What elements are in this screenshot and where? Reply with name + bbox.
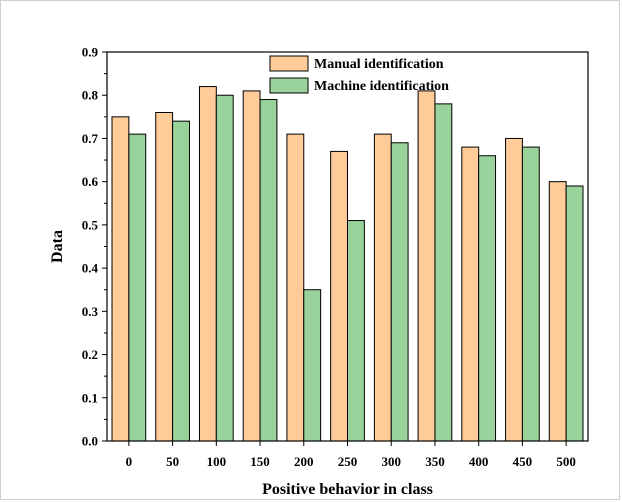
bar-manual <box>505 137 523 442</box>
y-axis: 0.0 0.1 0.2 0.3 0.4 0.5 0.6 0.7 0.8 0.9 <box>82 45 107 449</box>
x-tick-label: 0 <box>126 454 133 469</box>
y-tick-label: 0.7 <box>82 131 99 146</box>
y-tick-label: 0.0 <box>82 434 98 449</box>
bar-manual <box>111 116 130 442</box>
y-tick-label: 0.1 <box>82 390 98 405</box>
legend-label-manual: Manual identification <box>314 57 444 72</box>
x-tick-label: 400 <box>469 454 489 469</box>
bar-machine <box>259 99 278 442</box>
bar-machine <box>390 142 409 442</box>
bar-machine <box>521 146 540 442</box>
y-tick-label: 0.6 <box>82 174 99 189</box>
bar-machine <box>434 103 453 442</box>
x-tick-label: 350 <box>425 454 445 469</box>
bar-machine <box>172 120 190 442</box>
legend: Manual identification Machine identifica… <box>269 55 449 94</box>
bars-layer <box>111 86 584 442</box>
bar-machine <box>303 289 322 442</box>
x-tick-label: 300 <box>381 454 401 469</box>
bar-machine <box>347 220 365 442</box>
bar-manual <box>242 90 261 442</box>
bar-manual <box>155 112 174 442</box>
bar-machine <box>215 94 234 442</box>
x-tick-label: 150 <box>250 454 270 469</box>
x-tick-label: 250 <box>338 454 358 469</box>
legend-swatch-manual <box>269 55 309 72</box>
bar-machine <box>478 155 497 442</box>
bar-machine <box>565 185 584 442</box>
y-tick-label: 0.9 <box>82 45 99 60</box>
y-tick-label: 0.4 <box>82 261 99 276</box>
y-axis-title: Data <box>49 230 66 263</box>
bar-manual <box>198 86 217 442</box>
x-tick-label: 100 <box>207 454 227 469</box>
x-axis-title: Positive behavior in class <box>262 481 433 498</box>
bar-manual <box>417 90 436 442</box>
bar-manual <box>548 181 567 442</box>
y-tick-label: 0.8 <box>82 88 99 103</box>
x-tick-label: 500 <box>556 454 576 469</box>
x-tick-label: 450 <box>513 454 533 469</box>
y-tick-label: 0.2 <box>82 347 98 362</box>
legend-label-machine: Machine identification <box>314 79 449 94</box>
legend-swatch-machine <box>269 77 309 94</box>
bar-manual <box>373 133 392 442</box>
y-tick-label: 0.5 <box>82 217 99 232</box>
bar-manual <box>330 150 348 442</box>
x-axis: 0 50 100 150 200 250 300 350 400 450 500 <box>126 441 576 469</box>
x-tick-label: 200 <box>294 454 314 469</box>
bar-manual <box>286 133 305 442</box>
y-tick-label: 0.3 <box>82 304 99 319</box>
x-tick-label: 50 <box>166 454 179 469</box>
bar-manual <box>461 146 480 442</box>
bar-machine <box>128 133 147 442</box>
